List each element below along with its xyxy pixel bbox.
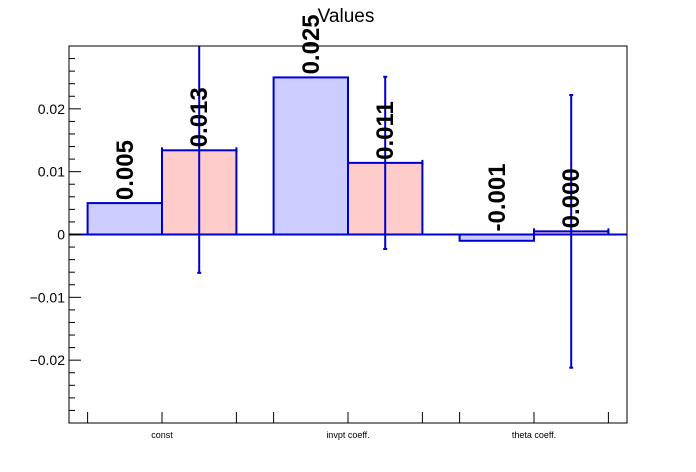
bar-value-label: 0.005 (112, 140, 139, 200)
bar-value-label: 0.011 (372, 101, 399, 160)
bar-value-label: -0.001 (484, 163, 511, 231)
x-tick-label: const (151, 430, 173, 440)
bar-value-label: 0.025 (298, 14, 325, 74)
y-tick-label: 0.01 (38, 164, 65, 180)
bar-value-label: 0.000 (558, 168, 585, 228)
y-tick-label: −0.02 (30, 352, 66, 368)
y-tick-label: −0.01 (30, 289, 66, 305)
bar (86, 202, 163, 236)
y-tick-label: 0.02 (38, 101, 65, 117)
y-tick-label: 0 (57, 227, 65, 243)
bar (272, 76, 350, 236)
axis-layer: −0.02 −0.01 0 0.01 0.02 const invpt coeff. thet… (30, 58, 609, 440)
x-tick-label: theta coeff. (512, 430, 556, 440)
bar-value-label: 0.013 (186, 87, 213, 147)
x-tick-label: invpt coeff. (326, 430, 369, 440)
chart-title: Values (318, 6, 375, 27)
value-labels-layer: 0.005 0.025 -0.001 0.013 0.011 0.000 (112, 14, 585, 231)
error-bars-layer (161, 46, 610, 369)
